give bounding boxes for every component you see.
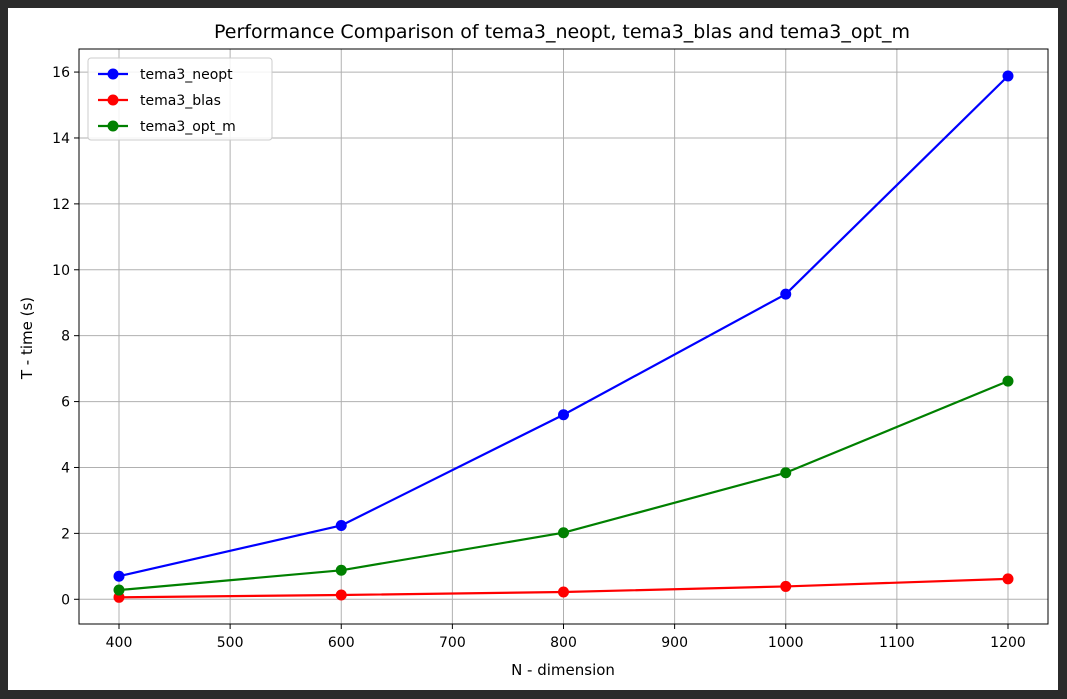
x-tick-label: 600 [328,635,355,651]
data-point [113,570,125,582]
data-point [558,527,569,539]
y-tick-label: 16 [52,65,70,81]
data-point [1002,70,1014,82]
data-point [335,519,347,531]
x-tick-label: 1100 [879,635,915,651]
line-chart: Performance Comparison of tema3_neopt, t… [18,21,1049,679]
y-tick-label: 10 [52,263,70,279]
series-tema3_neopt [113,70,1014,582]
legend-box [87,57,273,141]
series-lines [113,70,1014,603]
legend-marker [107,120,119,132]
y-tick-label: 0 [61,592,70,608]
series-tema3_opt_m [113,375,1014,596]
chart-frame: Performance Comparison of tema3_neopt, t… [8,8,1058,690]
x-tick-label: 1000 [768,635,804,651]
legend-label: tema3_blas [140,93,221,109]
y-tick-label: 12 [52,197,70,213]
data-point [780,467,792,479]
y-axis-title: T - time (s) [18,297,36,380]
x-tick-label: 800 [550,635,577,651]
x-axis-ticks: 400 500 600 700 800 900 1000 1100 1200 [106,624,1026,651]
x-tick-label: 900 [661,635,688,651]
y-tick-label: 8 [61,329,70,345]
series-tema3_blas [113,573,1014,603]
data-point [780,288,792,300]
data-point [113,584,125,596]
x-tick-label: 1200 [990,635,1026,651]
legend-marker [107,68,119,80]
data-point [780,580,792,592]
grid-lines [79,49,1048,624]
x-tick-label: 500 [217,635,244,651]
data-point [1002,573,1014,585]
legend-label: tema3_neopt [140,67,233,83]
data-point [335,564,347,576]
y-tick-label: 14 [52,131,70,147]
y-tick-label: 2 [61,526,70,542]
legend: tema3_neopt tema3_blas tema3_opt_m [87,57,273,141]
chart-title: Performance Comparison of tema3_neopt, t… [214,21,910,43]
x-tick-label: 400 [106,635,133,651]
y-tick-label: 6 [61,395,70,411]
data-point [335,589,347,601]
data-point [558,586,569,598]
legend-marker [107,94,119,106]
y-tick-label: 4 [61,460,70,476]
x-tick-label: 700 [439,635,466,651]
x-axis-title: N - dimension [511,661,615,679]
data-point [558,409,569,421]
y-axis-ticks: 0 2 4 6 8 10 12 14 16 [52,65,79,608]
legend-label: tema3_opt_m [140,119,236,135]
data-point [1002,375,1014,387]
